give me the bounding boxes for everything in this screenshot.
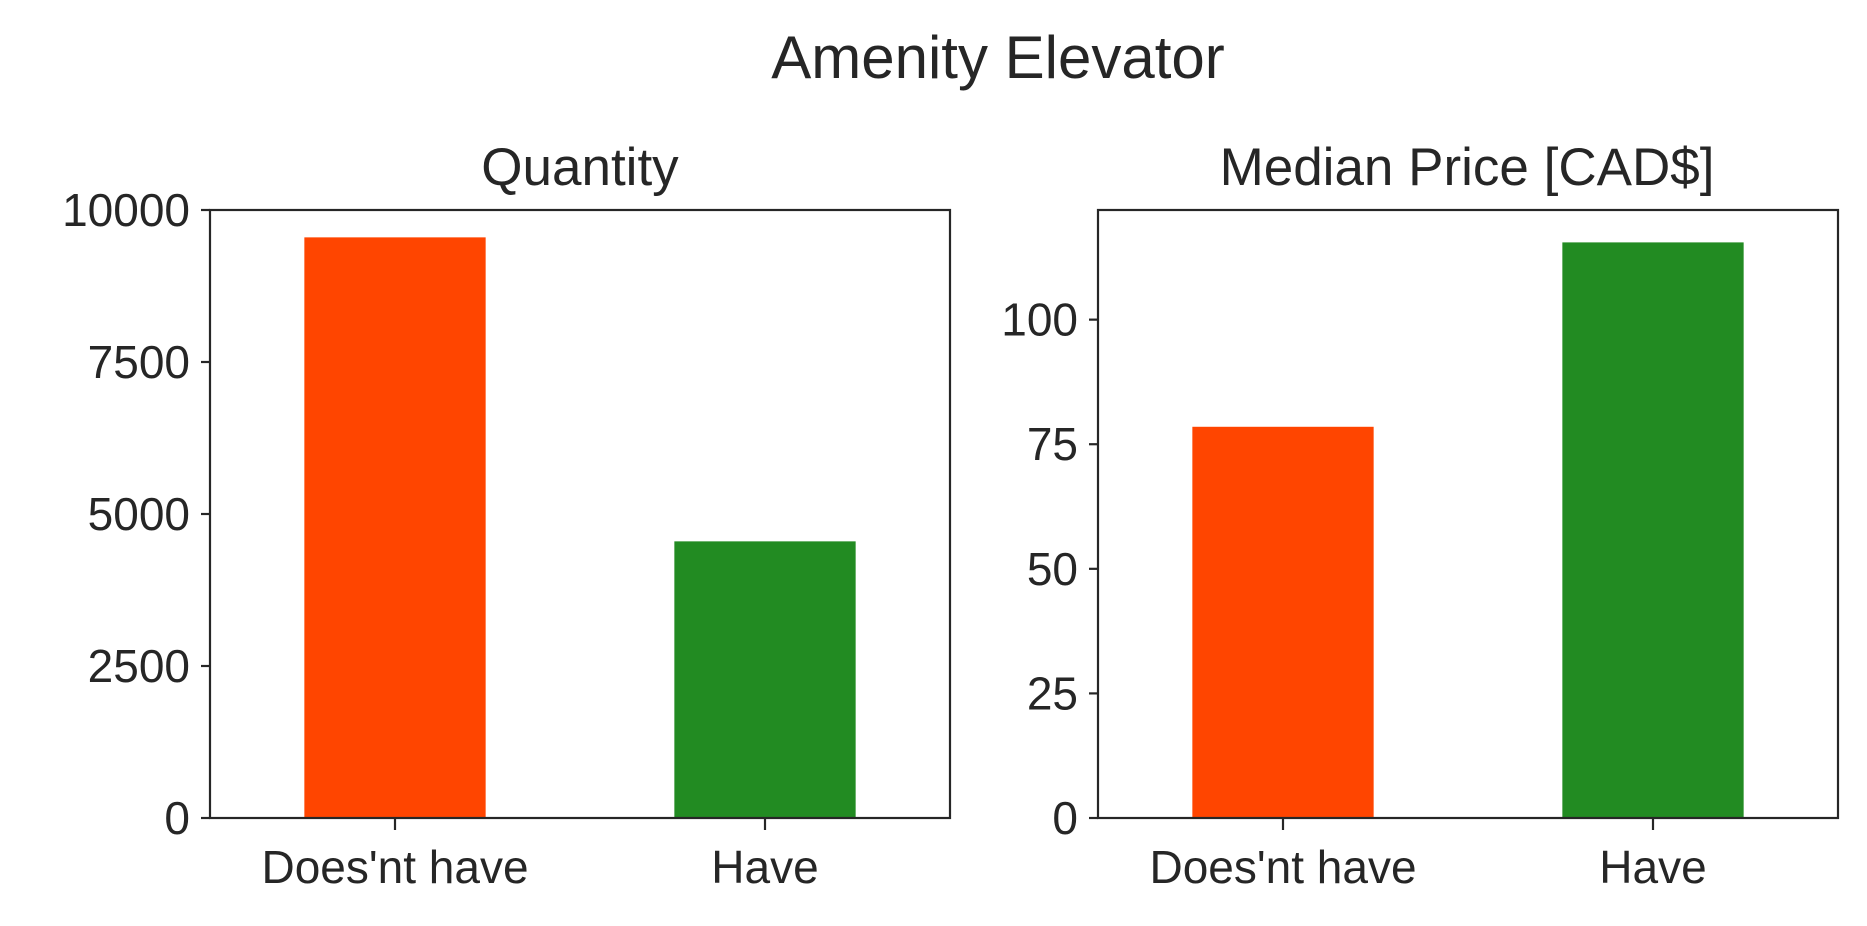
quantity-bar-does-nt-have xyxy=(304,237,486,819)
quantity-ytick-label: 0 xyxy=(164,792,190,844)
median-price-xtick-label-does-nt-have: Does'nt have xyxy=(1149,841,1416,893)
median-price-ytick-label: 25 xyxy=(1027,667,1078,719)
quantity-ytick-label: 5000 xyxy=(88,488,190,540)
median-price-ytick-label: 75 xyxy=(1027,418,1078,470)
median-price-panel-title: Median Price [CAD$] xyxy=(1220,138,1715,197)
quantity-panel: Quantity 0 2500 5000 7500 10000 Does'nt have… xyxy=(62,138,952,893)
median-price-ytick-label: 0 xyxy=(1052,792,1078,844)
quantity-bar-have xyxy=(674,541,856,818)
median-price-bar-does-nt-have xyxy=(1192,426,1374,818)
median-price-ytick-label: 100 xyxy=(1001,294,1078,346)
median-price-bars xyxy=(1192,242,1744,819)
quantity-panel-title: Quantity xyxy=(481,138,679,197)
quantity-axes-frame xyxy=(208,208,952,820)
quantity-x-axis: Does'nt have Have xyxy=(261,818,819,893)
quantity-xtick-label-does-nt-have: Does'nt have xyxy=(261,841,528,893)
median-price-ytick-label: 50 xyxy=(1027,543,1078,595)
quantity-bars xyxy=(304,237,856,819)
median-price-y-axis: 0 25 50 75 100 xyxy=(1001,294,1098,844)
quantity-ytick-label: 7500 xyxy=(88,336,190,388)
figure-title: Amenity Elevator xyxy=(771,24,1225,91)
quantity-y-axis: 0 2500 5000 7500 10000 xyxy=(62,184,210,844)
quantity-ytick-label: 2500 xyxy=(88,640,190,692)
median-price-xtick-label-have: Have xyxy=(1599,841,1706,893)
median-price-panel: Median Price [CAD$] 0 25 50 75 100 Does'nt h… xyxy=(1001,138,1840,893)
median-price-bar-have xyxy=(1562,242,1744,819)
quantity-ytick-label: 10000 xyxy=(62,184,190,236)
quantity-xtick-label-have: Have xyxy=(711,841,818,893)
median-price-axes-frame xyxy=(1096,208,1840,820)
median-price-x-axis: Does'nt have Have xyxy=(1149,818,1707,893)
